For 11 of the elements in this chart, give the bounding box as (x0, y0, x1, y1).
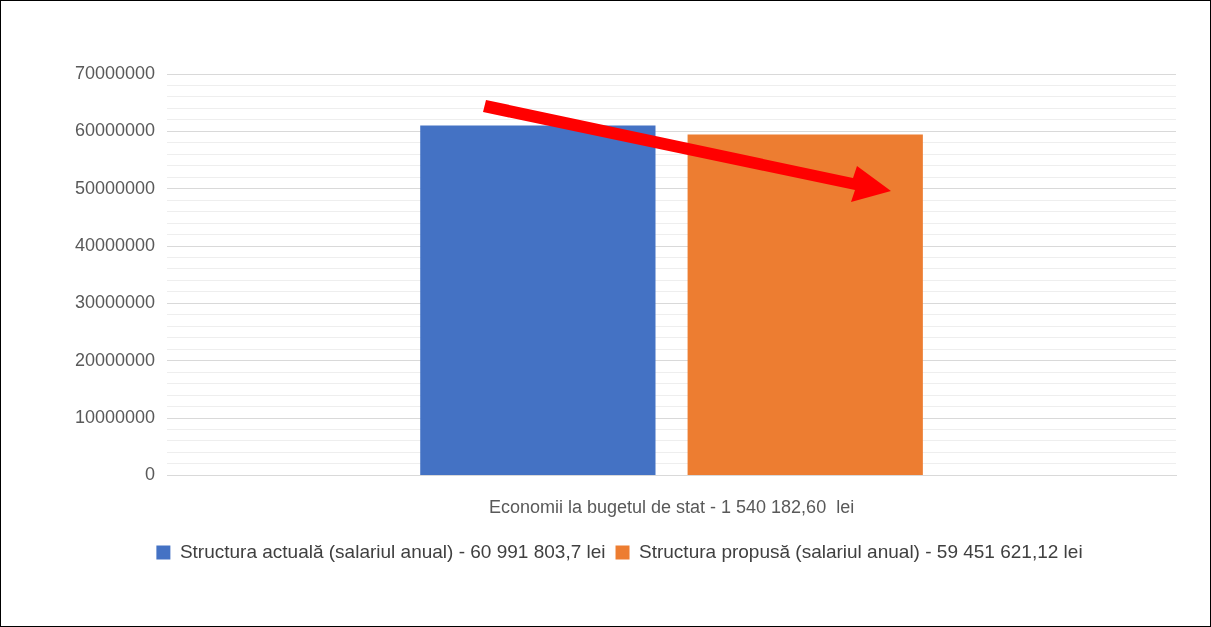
y-tick-label: 20000000 (74, 349, 156, 370)
y-tick-label: 0 (145, 464, 156, 485)
legend-label: Structura actuală (salariul anual) - 60 991 803,7 lei (179, 540, 606, 562)
x-tick-label: Economii la bugetul de stat - 1 540 182,60 lei (488, 497, 855, 518)
y-tick-label: 10000000 (74, 407, 156, 428)
y-tick-label: 60000000 (74, 120, 156, 141)
y-tick-label: 50000000 (74, 177, 156, 198)
y-tick-label: 30000000 (74, 292, 156, 313)
legend-label: Structura propusă (salariul anual) - 59 451 621,12 lei (639, 540, 1083, 562)
y-tick-label: 70000000 (74, 62, 156, 83)
y-tick-label: 40000000 (74, 235, 156, 255)
